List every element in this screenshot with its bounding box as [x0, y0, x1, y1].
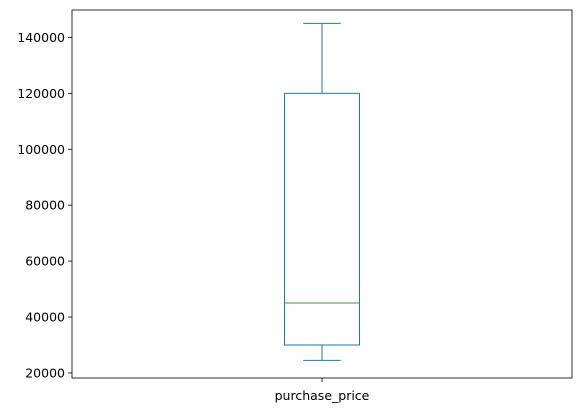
axes-frame — [71, 9, 573, 379]
box-iqr — [284, 92, 360, 346]
y-tick-label: 80000 — [25, 198, 65, 213]
x-axis-ticks: purchase_price — [275, 378, 370, 403]
plot-area — [284, 22, 360, 361]
y-tick-label: 60000 — [25, 254, 65, 269]
y-tick-label: 100000 — [17, 142, 65, 157]
y-tick-label: 40000 — [25, 310, 65, 325]
y-axis-ticks: 20000 40000 60000 80000 100000 120000 140000 — [17, 30, 72, 380]
y-tick-label: 20000 — [25, 365, 65, 380]
y-tick-label: 140000 — [17, 30, 65, 45]
y-tick-label: 120000 — [17, 86, 65, 101]
x-tick-label: purchase_price — [275, 388, 370, 403]
